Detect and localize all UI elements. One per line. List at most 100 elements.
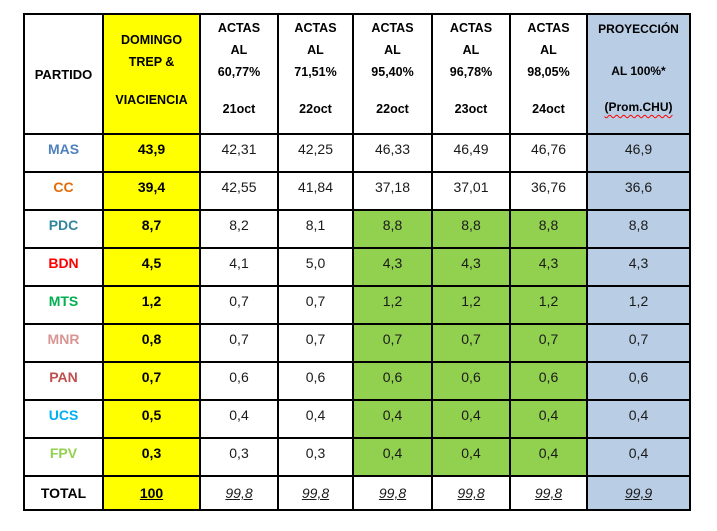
actas-value-cell: 42,31 xyxy=(199,133,279,173)
header-actas-3: ACTAS AL 95,40% 22oct xyxy=(352,13,433,135)
header-line: DOMINGO xyxy=(120,33,183,47)
header-partido: PARTIDO xyxy=(23,13,104,135)
domingo-value-cell: 4,5 xyxy=(102,247,201,287)
actas-value-cell: 0,7 xyxy=(509,323,588,363)
domingo-value-cell: 0,8 xyxy=(102,323,201,363)
page: PARTIDO DOMINGO TREP & VIACIENCIA ACTAS A… xyxy=(23,13,691,511)
actas-word: ACTAS xyxy=(527,21,570,35)
actas-value-cell: 46,76 xyxy=(509,133,588,173)
party-name-cell: MNR xyxy=(23,323,104,363)
proyeccion-value-cell: 46,9 xyxy=(586,133,691,173)
domingo-value-cell: 39,4 xyxy=(102,171,201,211)
total-domingo-cell: 100 xyxy=(102,475,201,511)
actas-date: 23oct xyxy=(454,102,488,116)
table-row: MTS 1,2 0,7 0,7 1,2 1,2 1,2 1,2 xyxy=(23,285,691,325)
actas-value-cell: 5,0 xyxy=(277,247,354,287)
actas-value-cell: 4,3 xyxy=(509,247,588,287)
actas-pct: 71,51% xyxy=(294,65,337,79)
actas-value-cell: 0,6 xyxy=(277,361,354,401)
actas-value-cell: 0,3 xyxy=(277,437,354,477)
actas-date: 24oct xyxy=(532,102,565,116)
party-name-cell: BDN xyxy=(23,247,104,287)
proyeccion-value-cell: 0,7 xyxy=(586,323,691,363)
party-name-cell: CC xyxy=(23,171,104,211)
actas-value-cell: 42,55 xyxy=(199,171,279,211)
actas-word: ACTAS xyxy=(449,21,493,35)
table-row: CC 39,4 42,55 41,84 37,18 37,01 36,76 36,6 xyxy=(23,171,691,211)
party-name-cell: PDC xyxy=(23,209,104,249)
party-name-cell: MAS xyxy=(23,133,104,173)
actas-value-cell: 8,8 xyxy=(352,209,433,249)
total-value-cell: 99,8 xyxy=(352,475,433,511)
proyeccion-value-cell: 8,8 xyxy=(586,209,691,249)
actas-value-cell: 0,4 xyxy=(277,399,354,439)
actas-value-cell: 37,01 xyxy=(431,171,511,211)
domingo-value-cell: 0,7 xyxy=(102,361,201,401)
actas-pct: 98,05% xyxy=(527,65,570,79)
party-name-cell: PAN xyxy=(23,361,104,401)
actas-word: ACTAS xyxy=(217,21,261,35)
actas-value-cell: 4,1 xyxy=(199,247,279,287)
actas-value-cell: 42,25 xyxy=(277,133,354,173)
proyeccion-value-cell: 4,3 xyxy=(586,247,691,287)
header-line: PROYECCIÓN xyxy=(598,22,679,36)
actas-value-cell: 4,3 xyxy=(352,247,433,287)
actas-word: ACTAS xyxy=(294,21,337,35)
actas-date: 21oct xyxy=(222,102,256,116)
actas-al: AL xyxy=(462,43,480,57)
actas-value-cell: 1,2 xyxy=(431,285,511,325)
table-row: FPV 0,3 0,3 0,3 0,4 0,4 0,4 0,4 xyxy=(23,437,691,477)
total-value-cell: 99,8 xyxy=(277,475,354,511)
actas-value-cell: 0,3 xyxy=(199,437,279,477)
proyeccion-value-cell: 36,6 xyxy=(586,171,691,211)
proyeccion-value-cell: 0,6 xyxy=(586,361,691,401)
table-row: PDC 8,7 8,2 8,1 8,8 8,8 8,8 8,8 xyxy=(23,209,691,249)
header-prom-chu: (Prom.CHU) xyxy=(604,100,673,114)
actas-value-cell: 8,8 xyxy=(431,209,511,249)
domingo-value-cell: 0,3 xyxy=(102,437,201,477)
actas-value-cell: 0,6 xyxy=(352,361,433,401)
actas-al: AL xyxy=(230,43,248,57)
election-results-table: PARTIDO DOMINGO TREP & VIACIENCIA ACTAS A… xyxy=(23,13,691,511)
actas-value-cell: 0,4 xyxy=(431,399,511,439)
actas-value-cell: 1,2 xyxy=(509,285,588,325)
actas-value-cell: 0,4 xyxy=(509,399,588,439)
table-row: UCS 0,5 0,4 0,4 0,4 0,4 0,4 0,4 xyxy=(23,399,691,439)
total-row: TOTAL 100 99,8 99,8 99,8 99,8 99,8 99,9 xyxy=(23,475,691,511)
actas-value-cell: 1,2 xyxy=(352,285,433,325)
table-row: MNR 0,8 0,7 0,7 0,7 0,7 0,7 0,7 xyxy=(23,323,691,363)
party-name-cell: UCS xyxy=(23,399,104,439)
actas-value-cell: 0,4 xyxy=(352,399,433,439)
proyeccion-value-cell: 0,4 xyxy=(586,437,691,477)
total-label-cell: TOTAL xyxy=(23,475,104,511)
total-value-cell: 99,8 xyxy=(199,475,279,511)
domingo-value-cell: 43,9 xyxy=(102,133,201,173)
actas-value-cell: 8,8 xyxy=(509,209,588,249)
actas-value-cell: 0,4 xyxy=(431,437,511,477)
header-domingo-trep: DOMINGO TREP & VIACIENCIA xyxy=(102,13,201,135)
header-actas-5: ACTAS AL 98,05% 24oct xyxy=(509,13,588,135)
total-value-cell: 99,8 xyxy=(509,475,588,511)
domingo-value-cell: 8,7 xyxy=(102,209,201,249)
actas-value-cell: 0,7 xyxy=(199,285,279,325)
proyeccion-value-cell: 1,2 xyxy=(586,285,691,325)
table-row: MAS 43,9 42,31 42,25 46,33 46,49 46,76 46,9 xyxy=(23,133,691,173)
table-row: BDN 4,5 4,1 5,0 4,3 4,3 4,3 4,3 xyxy=(23,247,691,287)
actas-value-cell: 41,84 xyxy=(277,171,354,211)
actas-value-cell: 36,76 xyxy=(509,171,588,211)
actas-value-cell: 0,7 xyxy=(199,323,279,363)
actas-value-cell: 46,49 xyxy=(431,133,511,173)
actas-value-cell: 4,3 xyxy=(431,247,511,287)
actas-date: 22oct xyxy=(376,102,409,116)
party-name-cell: FPV xyxy=(23,437,104,477)
actas-pct: 95,40% xyxy=(371,65,414,79)
actas-value-cell: 46,33 xyxy=(352,133,433,173)
total-proyeccion-cell: 99,9 xyxy=(586,475,691,511)
actas-value-cell: 0,7 xyxy=(277,285,354,325)
header-proyeccion: PROYECCIÓN AL 100%* (Prom.CHU) xyxy=(586,13,691,135)
actas-pct: 60,77% xyxy=(217,65,261,79)
actas-al: AL xyxy=(384,43,401,57)
header-actas-1: ACTAS AL 60,77% 21oct xyxy=(199,13,279,135)
party-name-cell: MTS xyxy=(23,285,104,325)
table-row: PAN 0,7 0,6 0,6 0,6 0,6 0,6 0,6 xyxy=(23,361,691,401)
